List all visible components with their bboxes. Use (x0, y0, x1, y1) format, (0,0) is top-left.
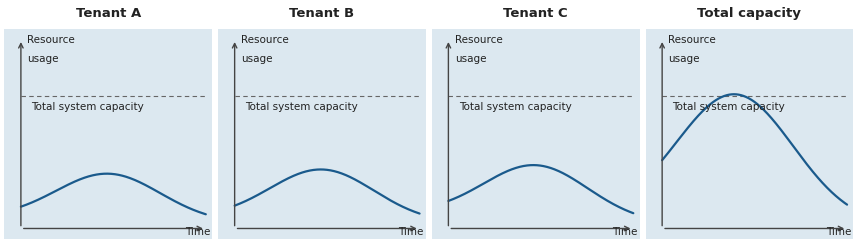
Text: Total system capacity: Total system capacity (245, 102, 357, 112)
Text: Total system capacity: Total system capacity (673, 102, 785, 112)
Text: Time: Time (398, 227, 424, 237)
Text: Time: Time (185, 227, 210, 237)
Text: Resource: Resource (455, 35, 503, 45)
Text: usage: usage (27, 54, 59, 64)
Text: Time: Time (612, 227, 638, 237)
Text: Total system capacity: Total system capacity (459, 102, 571, 112)
Text: Total system capacity: Total system capacity (32, 102, 144, 112)
Text: Tenant A: Tenant A (75, 7, 141, 20)
Text: Total capacity: Total capacity (698, 7, 801, 20)
Text: usage: usage (669, 54, 700, 64)
Text: Tenant C: Tenant C (504, 7, 568, 20)
Text: Tenant B: Tenant B (289, 7, 355, 20)
Text: usage: usage (241, 54, 273, 64)
Text: Resource: Resource (241, 35, 289, 45)
Text: Resource: Resource (27, 35, 75, 45)
Text: Resource: Resource (669, 35, 716, 45)
Text: Time: Time (826, 227, 852, 237)
Text: usage: usage (455, 54, 486, 64)
